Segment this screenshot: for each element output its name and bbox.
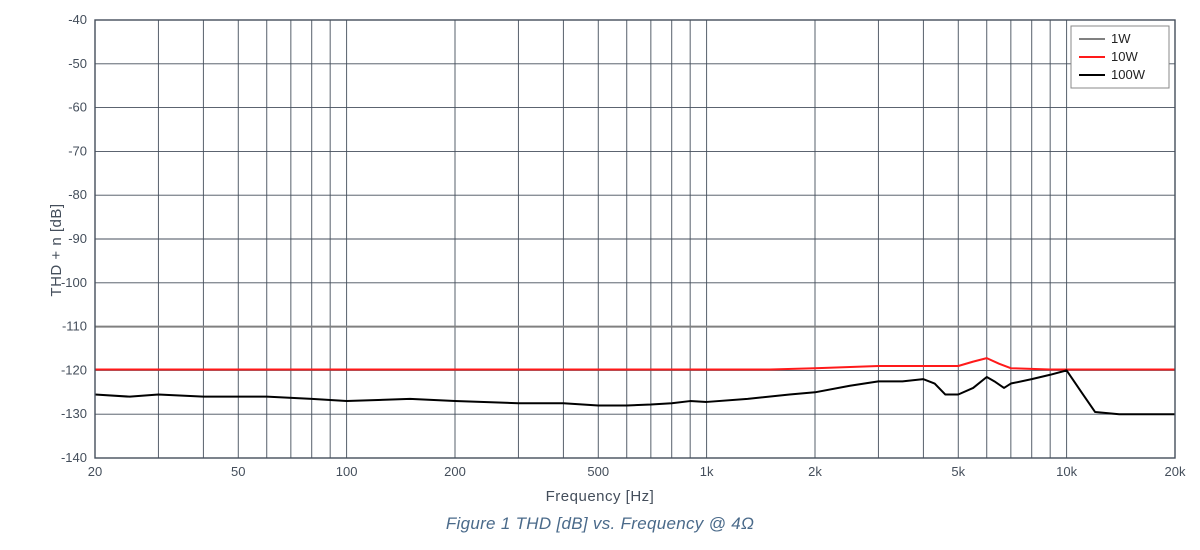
x-tick-label: 2k — [808, 464, 822, 479]
x-tick-label: 50 — [231, 464, 245, 479]
thd-vs-freq-chart: 20 50 100 200 500 1k 2k 5k 10k 20k -40 -50 -60 -70 -80… — [0, 0, 1200, 550]
y-tick-label: -140 — [61, 450, 87, 465]
x-tick-label: 5k — [951, 464, 965, 479]
x-tick-label: 1k — [700, 464, 714, 479]
x-tick-label: 500 — [587, 464, 609, 479]
x-tick-label: 10k — [1056, 464, 1077, 479]
x-tick-label: 20 — [88, 464, 102, 479]
y-tick-label: -70 — [68, 143, 87, 158]
y-tick-label: -50 — [68, 56, 87, 71]
figure-caption: Figure 1 THD [dB] vs. Frequency @ 4Ω — [0, 514, 1200, 534]
y-tick-label: -90 — [68, 231, 87, 246]
x-axis-label: Frequency [Hz] — [0, 488, 1200, 505]
legend-label: 1W — [1111, 31, 1131, 46]
y-axis-label: THD + n [dB] — [48, 203, 65, 296]
y-tick-label: -110 — [62, 319, 87, 334]
y-tick-label: -120 — [61, 362, 87, 377]
y-tick-label: -80 — [68, 187, 87, 202]
x-tick-label: 20k — [1165, 464, 1186, 479]
y-tick-label: -40 — [68, 12, 87, 27]
y-tick-label: -60 — [68, 100, 87, 115]
y-tick-label: -130 — [61, 406, 87, 421]
legend-label: 100W — [1111, 67, 1146, 82]
legend: 1W 10W 100W — [1071, 26, 1169, 88]
chart-container: 20 50 100 200 500 1k 2k 5k 10k 20k -40 -50 -60 -70 -80… — [0, 0, 1200, 550]
x-tick-label: 200 — [444, 464, 466, 479]
x-tick-label: 100 — [336, 464, 358, 479]
legend-label: 10W — [1111, 49, 1138, 64]
